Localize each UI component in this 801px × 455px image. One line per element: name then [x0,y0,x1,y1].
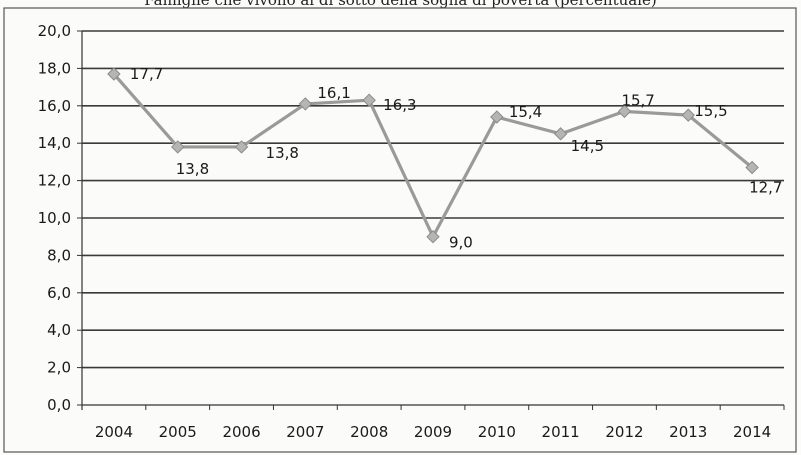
data-point [490,110,504,124]
chart-frame [3,7,797,453]
x-tick-label: 2006 [222,423,260,441]
chart-title: Famiglie che vivono al di sotto della so… [144,0,657,9]
x-tick-label: 2008 [350,423,388,441]
axes: 0,0 2,0 4,0 6,0 8,0 10,0 12,0 14,0 16,0 18,0 20,0 2… [38,22,785,441]
x-tick-label: 2012 [605,423,643,441]
data-label: 15,5 [694,102,727,120]
data-label: 16,1 [317,84,350,102]
y-tick-label: 0,0 [47,396,71,414]
x-tick-label: 2011 [542,423,580,441]
series [107,67,759,244]
data-label: 16,3 [383,96,416,114]
data-point [617,104,632,119]
data-point [362,93,376,107]
y-tick-label: 8,0 [47,246,71,264]
data-label: 13,8 [266,144,299,162]
x-tick-label: 2014 [733,423,771,441]
data-label: 12,7 [749,179,782,197]
data-label: 13,8 [176,160,209,178]
x-tick-label: 2004 [95,423,133,441]
data-label: 14,5 [571,137,604,155]
data-point [426,229,440,244]
y-tick-label: 2,0 [47,359,71,377]
gridlines [82,30,784,369]
y-tick-label: 16,0 [38,97,71,115]
x-tick-label: 2005 [159,423,197,441]
data-labels: 17,7 13,8 13,8 16,1 16,3 9,0 15,4 14,5 15,7 15,5 1… [130,65,783,252]
y-tick-label: 12,0 [38,172,71,190]
y-tick-label: 4,0 [47,321,71,339]
data-point [171,140,185,154]
data-label: 17,7 [130,65,163,83]
x-tick-label: 2007 [286,423,324,441]
y-tick-label: 14,0 [38,134,71,152]
data-point [745,160,759,175]
data-point [553,127,568,141]
x-tick-label: 2010 [478,423,516,441]
y-tick-label: 20,0 [38,22,71,40]
series-line [112,72,754,239]
data-label: 15,7 [621,91,654,109]
x-tick-label: 2013 [669,423,707,441]
data-point [681,108,695,122]
data-label: 15,4 [509,103,542,121]
data-point [107,67,121,81]
y-tick-label: 10,0 [38,209,71,227]
data-point [234,140,249,154]
data-point [298,97,313,111]
y-tick-label: 6,0 [47,284,71,302]
data-label: 9,0 [449,234,473,252]
y-tick-label: 18,0 [38,59,71,77]
x-tick-label: 2009 [414,423,452,441]
